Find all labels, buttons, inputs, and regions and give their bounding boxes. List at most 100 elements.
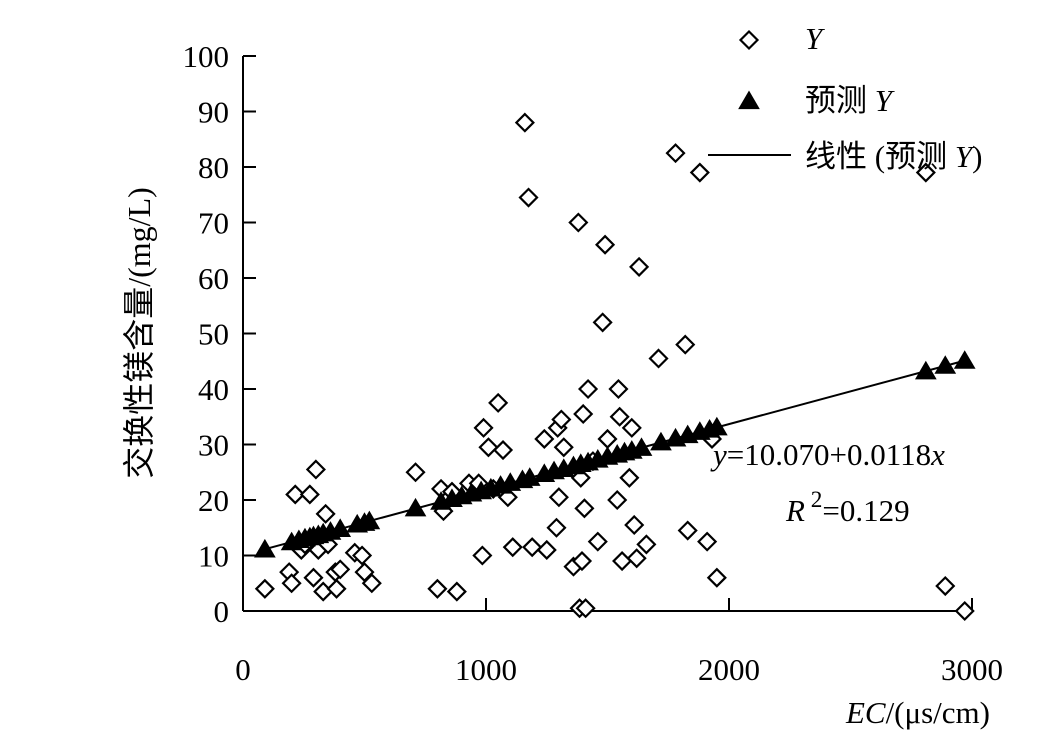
data-point-y <box>612 550 633 572</box>
data-point-y <box>534 428 555 450</box>
data-point-y <box>935 575 956 597</box>
y-tick-label: 60 <box>198 261 229 296</box>
legend-marker-y <box>738 29 760 51</box>
data-point-y <box>597 428 618 450</box>
legend-marker-predicted-y <box>738 90 760 110</box>
data-point-y <box>954 600 975 622</box>
data-point-y <box>254 578 275 599</box>
data-point-y <box>626 548 647 569</box>
data-point-y <box>502 537 523 558</box>
data-point-y <box>548 487 569 508</box>
x-tick-label: 3000 <box>941 652 1003 687</box>
y-tick-label: 70 <box>198 206 229 241</box>
data-point-y <box>285 484 306 505</box>
legend-label-predicted-y: 预测 Y <box>805 83 895 118</box>
x-tick-label: 0 <box>235 652 251 687</box>
legend-label-y: Y <box>805 21 825 56</box>
data-point-y <box>522 537 543 558</box>
series-predicted-y <box>254 350 976 558</box>
data-point-y <box>665 143 686 164</box>
data-point-y <box>575 598 596 619</box>
data-point-y <box>303 567 324 588</box>
data-point-y <box>553 437 574 458</box>
data-point-y <box>281 573 302 594</box>
x-axis-label: EC/(μs/cm) <box>845 695 990 730</box>
data-point-y <box>361 573 382 594</box>
data-point-y <box>629 256 650 277</box>
data-point-y <box>546 517 567 538</box>
data-point-predicted-y <box>329 518 352 537</box>
data-point-y <box>305 459 326 480</box>
data-point-y <box>587 531 608 552</box>
data-point-y <box>609 406 630 427</box>
data-point-y <box>551 409 572 430</box>
series-y <box>254 112 975 622</box>
x-tick-label: 2000 <box>698 652 760 687</box>
data-point-y <box>619 467 640 488</box>
data-point-y <box>514 112 535 133</box>
y-tick-label: 40 <box>198 372 229 407</box>
data-point-y <box>624 514 645 536</box>
legend: Y 预测 Y 线性 (预测 Y) <box>708 21 982 174</box>
data-point-predicted-y <box>953 350 976 369</box>
y-tick-label: 80 <box>198 150 229 185</box>
y-tick-label: 50 <box>198 317 229 352</box>
data-point-y <box>313 581 334 602</box>
data-point-y <box>595 234 616 255</box>
data-point-y <box>573 403 594 425</box>
data-point-y <box>315 503 336 524</box>
data-point-predicted-y <box>404 497 427 517</box>
annotation: y=10.070+0.0118x R 2=0.129 <box>710 437 945 528</box>
data-point-y <box>326 578 347 599</box>
data-point-y <box>608 378 629 400</box>
data-point-y <box>677 520 698 541</box>
data-point-predicted-y <box>358 510 381 530</box>
data-point-y <box>473 417 494 438</box>
data-point-y <box>446 581 467 602</box>
data-point-y <box>621 417 642 438</box>
data-point-predicted-y <box>706 416 728 436</box>
x-tick-label: 1000 <box>455 652 517 687</box>
y-tick-label: 10 <box>198 539 229 574</box>
data-point-y <box>697 531 718 552</box>
data-point-y <box>330 559 351 580</box>
data-point-y <box>689 162 710 183</box>
data-point-y <box>636 534 657 555</box>
data-point-y <box>574 498 595 519</box>
data-point-predicted-y <box>914 360 937 380</box>
data-point-y <box>427 578 448 599</box>
data-point-y <box>568 212 589 233</box>
data-point-y <box>536 539 557 561</box>
data-point-predicted-y <box>254 538 276 558</box>
data-point-y <box>472 545 493 566</box>
data-point-y <box>592 312 613 333</box>
data-point-y <box>299 484 320 505</box>
y-tick-label: 20 <box>198 483 229 518</box>
axis-labels: 交换性镁含量/(mg/L) EC/(μs/cm) <box>121 187 990 730</box>
data-point-y <box>518 187 539 208</box>
y-tick-label: 0 <box>214 594 230 629</box>
data-point-y <box>915 162 936 183</box>
y-tick-label: 100 <box>183 39 230 74</box>
data-point-y <box>492 439 514 461</box>
data-point-y <box>352 545 373 566</box>
data-point-y <box>648 348 669 369</box>
data-point-y <box>578 378 599 400</box>
regression-equation: y=10.070+0.0118x <box>710 437 945 472</box>
data-point-y <box>675 334 696 355</box>
y-tick-label: 90 <box>198 95 229 130</box>
data-point-y <box>607 489 628 511</box>
data-point-y <box>478 437 499 458</box>
r-squared: R 2=0.129 <box>785 487 910 528</box>
y-tick-label: 30 <box>198 428 229 463</box>
y-axis-label: 交换性镁含量/(mg/L) <box>121 187 157 479</box>
data-point-predicted-y <box>934 355 957 374</box>
legend-label-trend: 线性 (预测 Y) <box>805 139 982 174</box>
data-point-y <box>571 550 593 572</box>
data-point-y <box>405 462 426 483</box>
data-point-predicted-y <box>630 437 653 456</box>
data-point-y <box>706 567 727 588</box>
data-point-y <box>488 392 509 413</box>
